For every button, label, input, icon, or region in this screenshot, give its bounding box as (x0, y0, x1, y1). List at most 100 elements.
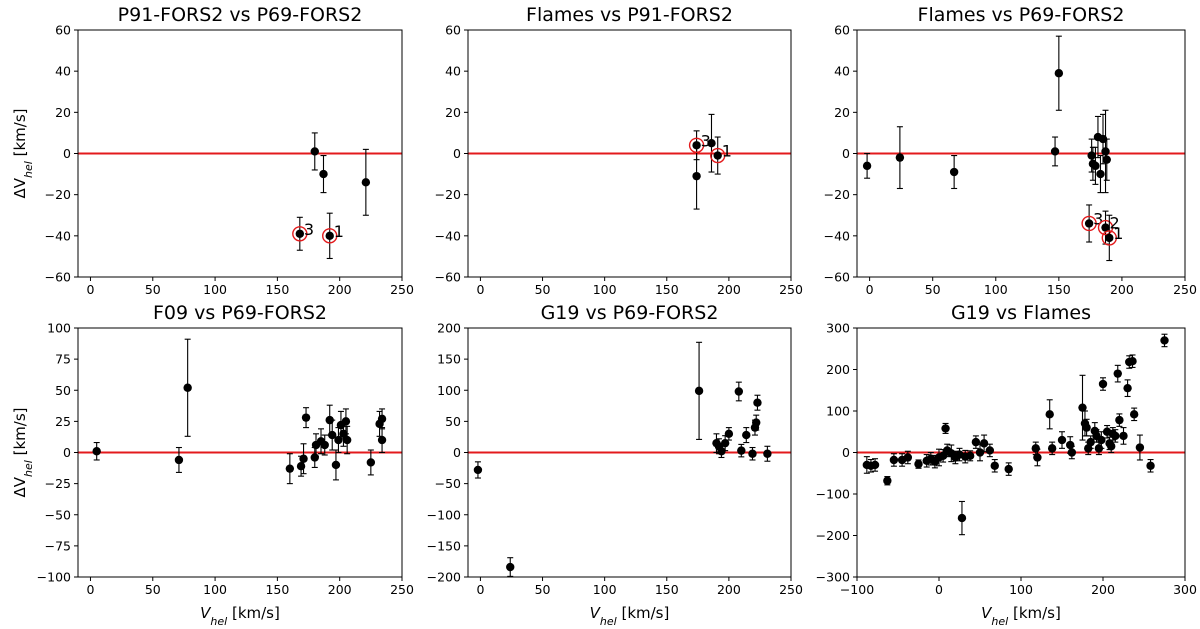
data-point (914, 459, 923, 469)
y-axis-label-unit: [km/s] (11, 109, 29, 162)
x-tick-label: 100 (1009, 582, 1033, 597)
data-marker (949, 167, 959, 177)
y-axis-label-subscript: hel (22, 460, 35, 477)
data-marker (752, 418, 761, 427)
y-tick-label: 0 (63, 146, 71, 161)
data-marker (183, 383, 192, 392)
data-point (319, 155, 328, 194)
data-marker (883, 476, 892, 485)
data-point (949, 155, 959, 190)
data-marker (325, 231, 334, 241)
data-marker (1096, 169, 1105, 179)
x-axis-label-subscript: hel (210, 615, 227, 628)
x-tick-label: 0 (866, 282, 874, 297)
y-axis-label-subscript: hel (22, 161, 35, 178)
point-annotation: 3 (304, 220, 314, 239)
data-marker (724, 429, 734, 439)
data-marker (310, 453, 319, 462)
y-tick-label: 40 (445, 64, 461, 79)
data-marker (285, 464, 295, 473)
data-point (763, 445, 772, 462)
data-marker (742, 430, 751, 440)
y-tick-label: 100 (437, 383, 461, 398)
data-point (965, 450, 975, 462)
data-point: 3 (292, 216, 314, 251)
data-point (377, 408, 387, 430)
x-axis-label: Vhel [km/s] (981, 604, 1061, 628)
x-tick-label: 0 (935, 582, 943, 597)
y-tick-label: −100 (37, 570, 71, 585)
data-marker (1097, 435, 1106, 445)
highlight-ring (1097, 219, 1114, 236)
data-point (753, 394, 762, 411)
data-point (971, 435, 981, 449)
y-tick-label: 300 (826, 321, 850, 336)
y-tick-label: 0 (842, 146, 850, 161)
data-marker (506, 562, 515, 572)
x-tick-label: 200 (1110, 282, 1134, 297)
data-marker (1098, 379, 1108, 389)
data-marker (707, 139, 716, 148)
data-marker (473, 465, 483, 475)
point-annotation: 1 (722, 142, 732, 161)
plot-frame (856, 29, 1186, 278)
data-marker (1113, 369, 1122, 378)
data-point (1128, 354, 1137, 368)
data-marker (310, 147, 319, 156)
y-tick-label: −200 (816, 528, 850, 543)
x-tick-label: 250 (779, 582, 803, 597)
data-marker (1111, 431, 1120, 441)
x-tick-label: 200 (328, 582, 352, 597)
data-point (473, 461, 483, 479)
data-point (331, 449, 341, 481)
y-tick-label: 0 (63, 445, 71, 460)
data-marker (341, 417, 351, 426)
data-marker (1045, 410, 1054, 419)
y-tick-label: −60 (824, 270, 850, 285)
x-axis-label-main: V (200, 604, 212, 622)
data-point (1129, 407, 1139, 422)
data-marker (301, 413, 311, 422)
y-tick-label: 0 (842, 445, 850, 460)
data-marker (1135, 443, 1145, 452)
x-axis-label-main: V (981, 604, 993, 622)
data-point (957, 500, 967, 536)
point-annotation: 1 (334, 222, 344, 241)
data-marker (975, 448, 985, 457)
highlight-ring (710, 147, 726, 164)
data-marker (1091, 161, 1100, 171)
y-tick-label: −40 (45, 228, 71, 243)
data-marker (1057, 435, 1067, 445)
x-tick-label: 0 (476, 282, 484, 297)
x-tick-label: 150 (265, 582, 289, 597)
data-marker (753, 398, 762, 407)
y-tick-label: −200 (427, 570, 461, 585)
y-tick-label: −300 (816, 570, 850, 585)
data-point (1111, 429, 1120, 443)
data-point (1101, 109, 1110, 194)
data-marker (320, 440, 329, 450)
y-axis-label-main: ΔV (11, 177, 29, 198)
data-point (299, 443, 308, 475)
data-marker (1084, 219, 1094, 228)
x-axis-label-unit: [km/s] (617, 604, 670, 622)
x-tick-label: 0 (476, 582, 484, 597)
data-point (1078, 374, 1087, 441)
data-marker (1004, 464, 1013, 474)
data-point (707, 113, 716, 173)
x-axis-label-unit: [km/s] (227, 604, 280, 622)
data-point (1119, 427, 1128, 445)
data-marker (957, 513, 967, 523)
y-tick-label: −20 (824, 187, 850, 202)
data-point (724, 427, 734, 441)
x-tick-label: 150 (265, 282, 289, 297)
data-marker (1054, 69, 1064, 78)
x-tick-label: 50 (145, 582, 161, 597)
x-tick-label: 200 (1091, 582, 1115, 597)
data-point (895, 126, 905, 190)
y-axis-label: ΔVhel [km/s] (11, 408, 35, 498)
data-point (1047, 441, 1057, 456)
point-annotation: 3 (701, 131, 711, 150)
data-marker (1105, 233, 1114, 243)
